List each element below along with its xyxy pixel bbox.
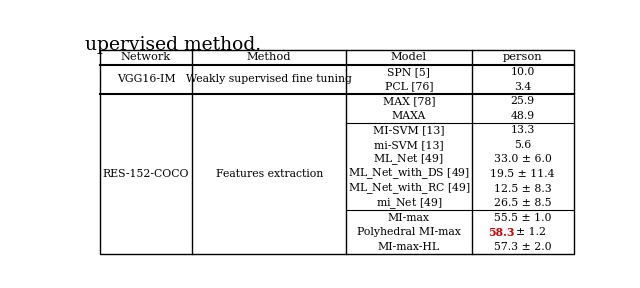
Text: Network: Network — [121, 52, 171, 62]
Text: MI-SVM [13]: MI-SVM [13] — [373, 125, 445, 135]
Text: Method: Method — [247, 52, 291, 62]
Text: 55.5 ± 1.0: 55.5 ± 1.0 — [494, 213, 551, 223]
Text: MI-max-HL: MI-max-HL — [378, 242, 440, 252]
Text: mi-SVM [13]: mi-SVM [13] — [374, 140, 444, 150]
Text: Features extraction: Features extraction — [216, 169, 323, 179]
Text: ± 1.2: ± 1.2 — [516, 227, 546, 237]
Text: PCL [76]: PCL [76] — [385, 82, 433, 92]
Text: 26.5 ± 8.5: 26.5 ± 8.5 — [494, 198, 552, 208]
Text: Weakly supervised fine tuning: Weakly supervised fine tuning — [186, 74, 352, 84]
Text: ML$\_$Net [49]: ML$\_$Net [49] — [374, 152, 444, 167]
Text: MI-max: MI-max — [388, 213, 430, 223]
Text: 33.0 ± 6.0: 33.0 ± 6.0 — [493, 154, 552, 164]
Text: 58.3: 58.3 — [488, 227, 515, 238]
Text: Model: Model — [391, 52, 427, 62]
Text: upervised method.: upervised method. — [85, 36, 261, 54]
Text: 5.6: 5.6 — [514, 140, 531, 150]
Text: 3.4: 3.4 — [514, 82, 531, 92]
Text: 19.5 ± 11.4: 19.5 ± 11.4 — [490, 169, 555, 179]
Text: 12.5 ± 8.3: 12.5 ± 8.3 — [493, 183, 552, 194]
Text: mi$\_$Net [49]: mi$\_$Net [49] — [376, 196, 442, 211]
Text: ML$\_$Net$\_$with$\_$RC [49]: ML$\_$Net$\_$with$\_$RC [49] — [348, 181, 470, 196]
Text: 10.0: 10.0 — [511, 67, 535, 77]
Text: RES-152-COCO: RES-152-COCO — [103, 169, 189, 179]
Text: MAXA: MAXA — [392, 111, 426, 121]
Text: 57.3 ± 2.0: 57.3 ± 2.0 — [494, 242, 552, 252]
Text: ML$\_$Net$\_$with$\_$DS [49]: ML$\_$Net$\_$with$\_$DS [49] — [348, 166, 470, 181]
Text: 13.3: 13.3 — [511, 125, 535, 135]
Text: SPN [5]: SPN [5] — [387, 67, 430, 77]
Text: 25.9: 25.9 — [511, 96, 534, 106]
Text: MAX [78]: MAX [78] — [383, 96, 435, 106]
Text: 48.9: 48.9 — [511, 111, 534, 121]
Text: VGG16-IM: VGG16-IM — [116, 74, 175, 84]
Text: Polyhedral MI-max: Polyhedral MI-max — [357, 227, 461, 237]
Text: person: person — [503, 52, 543, 62]
